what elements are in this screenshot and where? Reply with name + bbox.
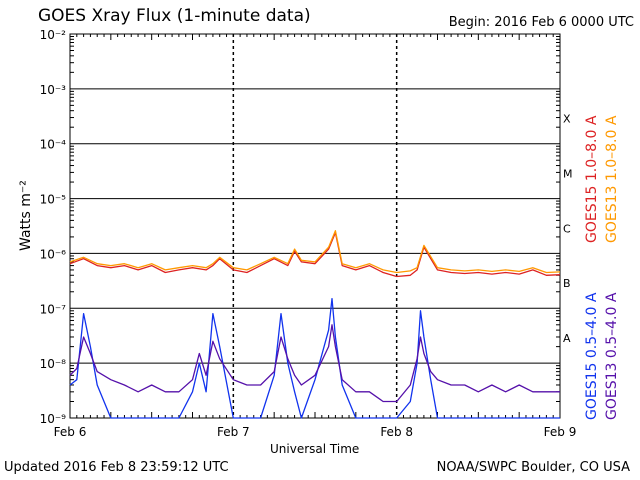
- begin-time: Begin: 2016 Feb 6 0000 UTC: [448, 15, 634, 30]
- x-tick-label: Feb 6: [54, 425, 87, 439]
- flare-class-label: B: [563, 277, 571, 290]
- y-tick-label: 10⁻⁷: [40, 302, 67, 316]
- updated-timestamp: Updated 2016 Feb 8 23:59:12 UTC: [4, 460, 229, 475]
- y-tick-label: 10⁻⁸: [40, 357, 67, 371]
- legend-goes13-long: GOES13 1.0–8.0 A: [604, 115, 620, 243]
- legend-goes15-short: GOES15 0.5–4.0 A: [584, 292, 600, 420]
- flare-class-label: A: [563, 332, 571, 345]
- legend-goes15-long: GOES15 1.0–8.0 A: [584, 115, 600, 243]
- flare-class-label: X: [563, 113, 571, 126]
- chart-title: GOES Xray Flux (1-minute data): [38, 6, 311, 26]
- flare-class-label: M: [563, 167, 573, 180]
- y-tick-label: 10⁻⁶: [40, 247, 67, 261]
- y-tick-label: 10⁻⁵: [40, 193, 67, 207]
- series-line-2: [69, 230, 561, 274]
- x-tick-label: Feb 9: [544, 425, 577, 439]
- series-line-1: [69, 231, 561, 278]
- y-tick-label: 10⁻⁴: [40, 138, 67, 152]
- y-tick-label: 10⁻⁹: [40, 412, 67, 426]
- x-tick-label: Feb 7: [217, 425, 250, 439]
- plot-frame: [69, 33, 561, 419]
- y-tick-label: 10⁻³: [40, 83, 67, 97]
- data-source: NOAA/SWPC Boulder, CO USA: [436, 460, 630, 475]
- x-tick-label: Feb 8: [380, 425, 413, 439]
- series-line-4: [69, 324, 560, 403]
- y-axis-label: Watts m⁻²: [18, 180, 34, 251]
- y-tick-label: 10⁻²: [40, 28, 67, 42]
- x-axis-label: Universal Time: [270, 442, 360, 456]
- series-line-3: [69, 297, 560, 419]
- flare-class-label: C: [563, 222, 571, 235]
- legend-goes13-short: GOES13 0.5–4.0 A: [604, 292, 620, 420]
